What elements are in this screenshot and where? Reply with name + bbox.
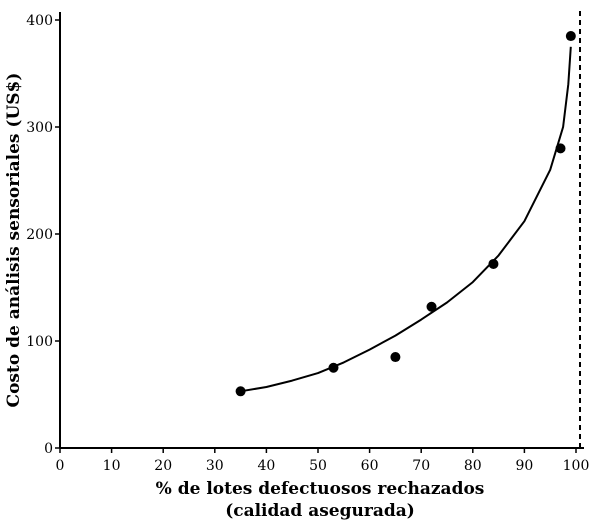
x-tick-label: 80 <box>464 458 482 474</box>
x-tick-label: 60 <box>361 458 379 474</box>
y-tick-label: 100 <box>26 334 53 350</box>
x-tick-label: 0 <box>56 458 65 474</box>
y-tick-label: 300 <box>26 120 53 136</box>
data-point <box>555 143 566 154</box>
y-axis-title: Costo de análisis sensoriales (US$) <box>4 73 24 408</box>
y-tick-label: 400 <box>26 13 53 29</box>
x-tick-label: 100 <box>563 458 590 474</box>
ticks: 0 10 20 30 40 50 60 70 80 90 100 0 100 200 300 400 <box>26 13 589 474</box>
points-layer <box>235 31 576 397</box>
data-point <box>390 352 401 363</box>
x-tick-label: 50 <box>309 458 327 474</box>
curve-layer <box>240 46 572 393</box>
data-point <box>328 362 339 373</box>
y-tick-label: 0 <box>44 441 53 457</box>
x-axis-title-line2: (calidad asegurada) <box>225 501 415 521</box>
x-tick-label: 70 <box>412 458 430 474</box>
x-axis-title-line1: % de lotes defectuosos rechazados <box>156 479 485 499</box>
axes <box>59 8 584 449</box>
x-tick-label: 40 <box>257 458 275 474</box>
fitted-curve <box>240 46 572 393</box>
data-point <box>426 301 437 312</box>
data-point <box>235 386 246 397</box>
x-tick-label: 30 <box>206 458 224 474</box>
y-tick-label: 200 <box>26 227 53 243</box>
data-point <box>488 258 499 269</box>
x-tick-label: 20 <box>154 458 172 474</box>
x-tick-label: 90 <box>515 458 533 474</box>
data-point <box>565 31 576 42</box>
x-tick-label: 10 <box>103 458 121 474</box>
